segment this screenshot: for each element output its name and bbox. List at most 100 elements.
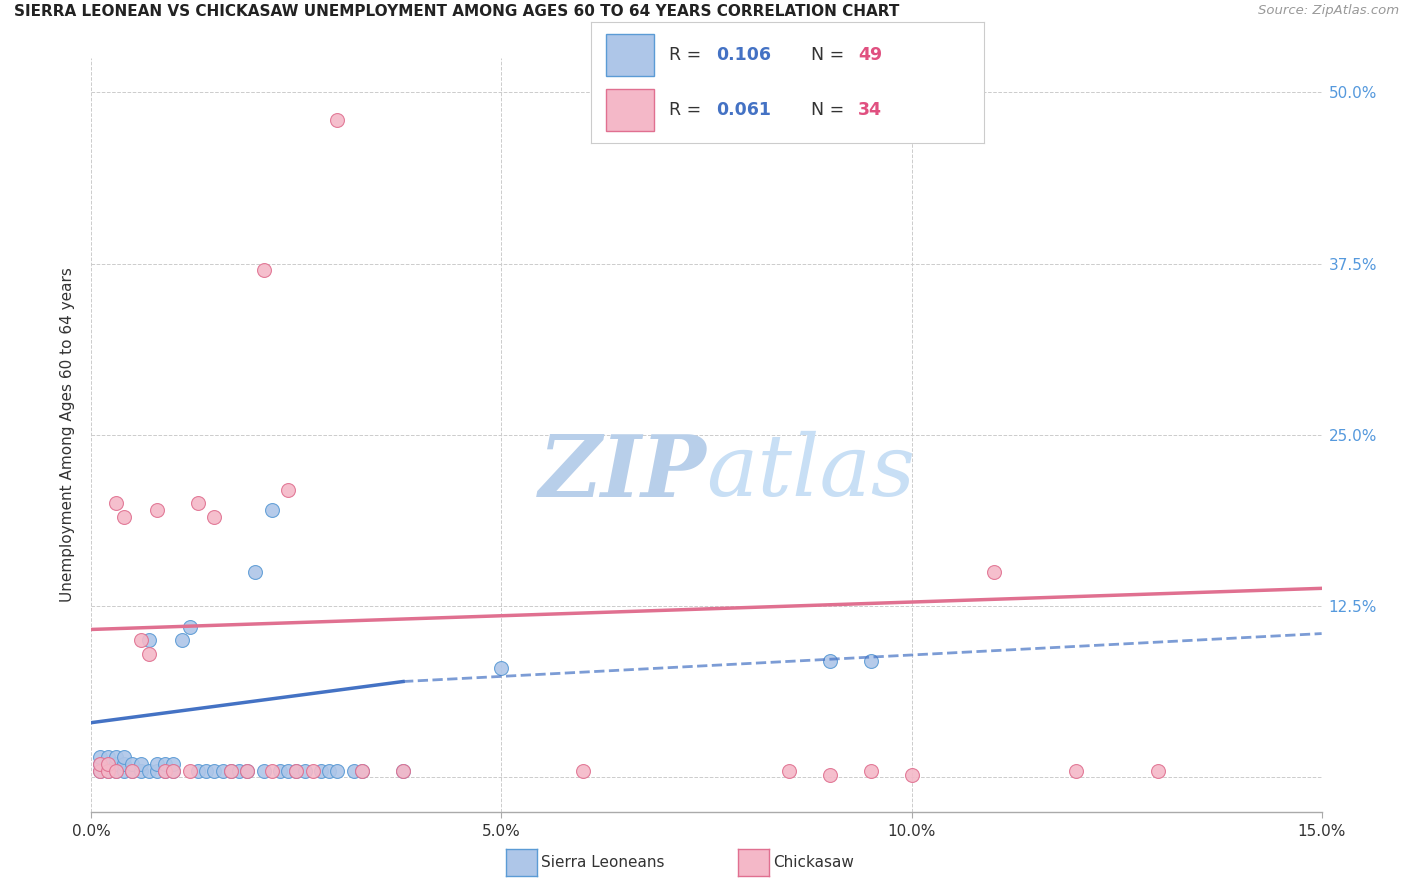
Point (187, 764, 209, 778)
Point (97, 756, 120, 771)
Point (146, 764, 169, 778)
Point (318, 764, 340, 778)
Point (202, 510, 225, 524)
Point (112, 510, 135, 524)
Point (138, 647, 160, 661)
Point (179, 764, 201, 778)
Point (900, 768, 922, 782)
Point (392, 764, 415, 778)
Point (277, 483, 299, 497)
Text: Sierra Leoneans: Sierra Leoneans (541, 855, 665, 870)
Point (146, 756, 169, 771)
Point (153, 756, 177, 771)
Point (236, 764, 259, 778)
Text: 34: 34 (858, 101, 882, 119)
Point (105, 764, 127, 778)
Point (112, 764, 135, 778)
Text: SIERRA LEONEAN VS CHICKASAW UNEMPLOYMENT AMONG AGES 60 TO 64 YEARS CORRELATION C: SIERRA LEONEAN VS CHICKASAW UNEMPLOYMENT… (14, 4, 900, 20)
Point (211, 764, 233, 778)
Text: 49: 49 (858, 46, 883, 64)
Point (269, 764, 291, 778)
Point (97, 756, 120, 771)
Point (129, 756, 152, 771)
Point (202, 764, 225, 778)
Point (219, 764, 242, 778)
Point (97, 764, 120, 778)
Point (97, 764, 120, 778)
Point (352, 764, 374, 778)
Point (277, 764, 299, 778)
Point (89, 764, 111, 778)
Point (187, 496, 209, 510)
Point (818, 768, 841, 782)
Point (129, 633, 152, 648)
Point (89, 756, 111, 771)
Point (153, 764, 177, 778)
Point (162, 756, 184, 771)
Point (89, 756, 111, 771)
Point (105, 756, 127, 771)
Point (491, 661, 513, 675)
Text: 0.106: 0.106 (717, 46, 772, 64)
Point (105, 750, 127, 764)
Point (146, 503, 169, 517)
Point (89, 750, 111, 764)
Y-axis label: Unemployment Among Ages 60 to 64 years: Unemployment Among Ages 60 to 64 years (60, 268, 76, 602)
Text: Chickasaw: Chickasaw (773, 855, 855, 870)
Point (105, 764, 127, 778)
Text: N =: N = (811, 46, 849, 64)
Point (253, 764, 276, 778)
Point (309, 764, 332, 778)
Text: R =: R = (669, 101, 707, 119)
Point (352, 764, 374, 778)
Point (121, 764, 143, 778)
Point (983, 565, 1005, 579)
Point (253, 263, 276, 277)
Point (294, 764, 316, 778)
Point (572, 764, 595, 778)
Point (245, 565, 267, 579)
Point (138, 764, 160, 778)
Point (859, 654, 882, 668)
Point (170, 633, 193, 648)
Point (121, 756, 143, 771)
FancyBboxPatch shape (606, 35, 654, 77)
Point (97, 750, 120, 764)
Point (285, 764, 308, 778)
Point (859, 764, 882, 778)
Text: Source: ZipAtlas.com: Source: ZipAtlas.com (1258, 4, 1399, 18)
Point (138, 633, 160, 648)
Point (129, 764, 152, 778)
Point (260, 503, 283, 517)
Text: R =: R = (669, 46, 707, 64)
Point (818, 654, 841, 668)
Point (195, 764, 218, 778)
FancyBboxPatch shape (606, 88, 654, 130)
Point (162, 764, 184, 778)
Point (1146, 764, 1168, 778)
Text: N =: N = (811, 101, 849, 119)
Point (121, 764, 143, 778)
Point (89, 764, 111, 778)
Point (301, 764, 323, 778)
Point (112, 750, 135, 764)
Point (260, 764, 283, 778)
Text: 0.061: 0.061 (717, 101, 772, 119)
Point (343, 764, 366, 778)
Point (105, 496, 127, 510)
Point (392, 764, 415, 778)
Point (112, 756, 135, 771)
Point (1064, 764, 1087, 778)
Point (285, 764, 308, 778)
Point (179, 620, 201, 634)
Text: atlas: atlas (706, 431, 915, 514)
Point (778, 764, 800, 778)
Point (326, 764, 349, 778)
Point (162, 764, 184, 778)
Point (153, 764, 177, 778)
Point (219, 764, 242, 778)
Text: ZIP: ZIP (538, 431, 706, 515)
Point (236, 764, 259, 778)
Point (228, 764, 250, 778)
Point (326, 112, 349, 127)
